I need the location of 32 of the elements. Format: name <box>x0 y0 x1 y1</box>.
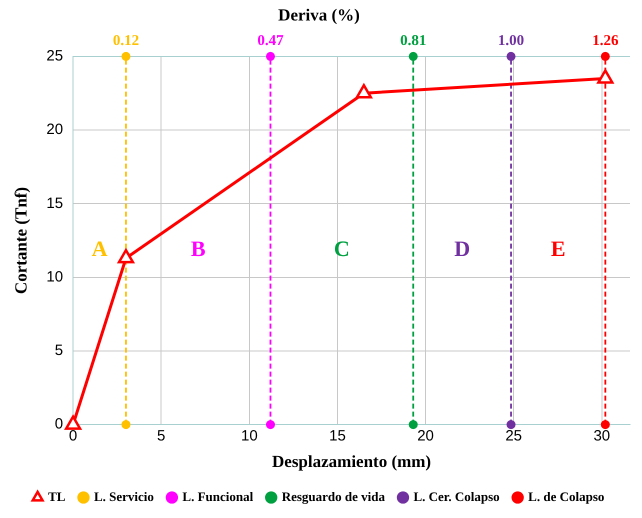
legend-label: L. Servicio <box>94 488 154 504</box>
y-tick-label: 25 <box>46 48 64 65</box>
y-tick-label: 10 <box>46 268 64 286</box>
legend-label: L. Funcional <box>182 488 254 504</box>
x-tick-label: 10 <box>240 428 258 445</box>
x-tick-label: 20 <box>417 428 434 445</box>
legend-label: L. de Colapso <box>528 488 604 504</box>
annotation: 1.26 <box>592 32 619 49</box>
annotation: 0.12 <box>112 32 140 49</box>
y-tick-label: 5 <box>54 342 64 360</box>
annotation: 1.00 <box>498 32 524 49</box>
x-tick-label: 25 <box>505 428 522 445</box>
annotation: D <box>454 236 470 262</box>
x-tick-label: 15 <box>329 428 346 445</box>
annotation: C <box>334 236 350 262</box>
y-tick-label: 15 <box>46 194 64 212</box>
x-tick-label: 0 <box>68 428 78 445</box>
x-tick-label: 5 <box>157 428 166 445</box>
chart-title: Deriva (%) <box>278 6 360 25</box>
annotation: A <box>92 236 108 262</box>
annotation: E <box>550 236 566 262</box>
x-axis-title: Desplazamiento (mm) <box>272 452 432 472</box>
legend-label: TL <box>48 488 66 504</box>
annotation: B <box>190 236 206 262</box>
y-tick-label: 0 <box>54 416 64 433</box>
x-tick-label: 30 <box>593 428 610 445</box>
y-axis-title: Cortante (Tnf) <box>12 186 31 294</box>
y-tick-label: 20 <box>46 121 64 138</box>
legend-label: Resguardo de vida <box>282 488 386 504</box>
annotation: 0.81 <box>400 32 426 49</box>
annotation: 0.47 <box>257 32 284 49</box>
legend-label: L. Cer. Colapso <box>413 488 500 504</box>
